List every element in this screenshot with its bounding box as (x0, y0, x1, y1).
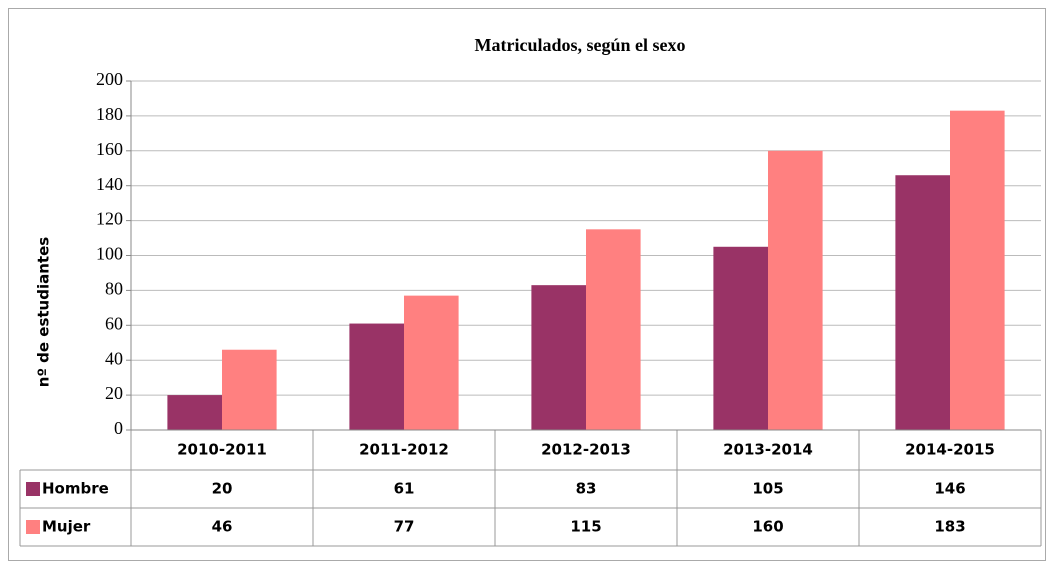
y-tick-label: 160 (96, 139, 123, 159)
table-value: 46 (212, 518, 233, 536)
table-value: 61 (394, 480, 415, 498)
table-value: 160 (752, 518, 783, 536)
y-tick-label: 0 (114, 418, 123, 438)
y-tick-label: 40 (105, 348, 123, 368)
bar (586, 229, 641, 430)
bar (349, 324, 404, 430)
table-value: 105 (752, 480, 783, 498)
bar (404, 296, 459, 430)
bar (768, 151, 823, 430)
x-tick-label: 2013-2014 (723, 441, 813, 459)
y-tick-label: 200 (96, 69, 123, 89)
chart-frame (9, 9, 1046, 561)
y-tick-label: 80 (105, 279, 123, 299)
y-axis-label: nº de estudiantes (35, 237, 53, 387)
x-tick-label: 2012-2013 (541, 441, 631, 459)
y-tick-label: 60 (105, 313, 123, 333)
x-tick-label: 2011-2012 (359, 441, 449, 459)
bar (531, 285, 586, 430)
x-tick-label: 2014-2015 (905, 441, 995, 459)
bar (167, 395, 222, 430)
table-value: 146 (934, 480, 965, 498)
x-tick-label: 2010-2011 (177, 441, 267, 459)
y-tick-label: 100 (96, 244, 123, 264)
legend-label: Hombre (42, 480, 109, 498)
bar (895, 175, 950, 430)
y-tick-label: 140 (96, 174, 123, 194)
chart-title: Matriculados, según el sexo (475, 35, 686, 55)
table-value: 115 (570, 518, 601, 536)
y-tick-label: 180 (96, 104, 123, 124)
table-value: 183 (934, 518, 965, 536)
legend-key (26, 482, 40, 496)
table-value: 77 (394, 518, 415, 536)
y-tick-label: 20 (105, 383, 123, 403)
table-value: 20 (212, 480, 233, 498)
bar (713, 247, 768, 430)
bar (222, 350, 277, 430)
legend-label: Mujer (42, 518, 91, 536)
y-tick-label: 120 (96, 209, 123, 229)
table-value: 83 (576, 480, 597, 498)
bar (950, 111, 1005, 430)
legend-key (26, 520, 40, 534)
